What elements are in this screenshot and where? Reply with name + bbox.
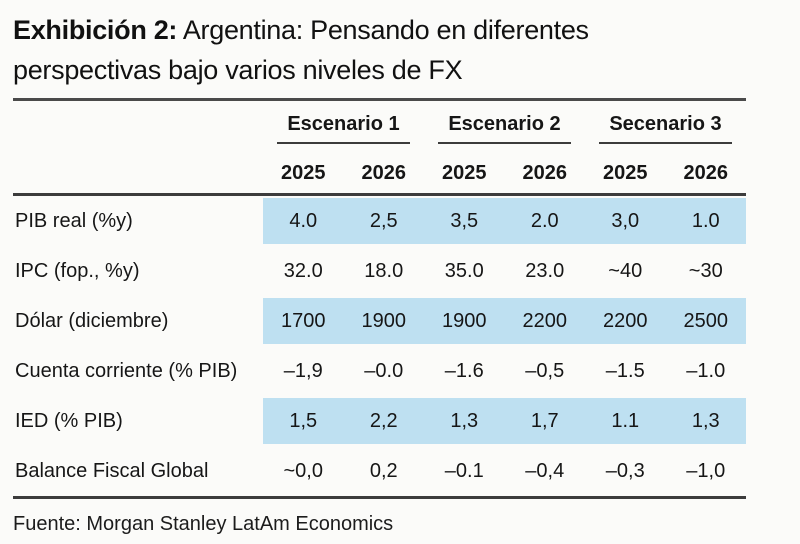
scenario-header-1: Escenario 1 xyxy=(263,107,424,153)
row-label: IPC (fop., %y) xyxy=(15,259,140,282)
cell-value: 2200 xyxy=(504,298,585,344)
scenario-1-label: Escenario 1 xyxy=(287,113,400,135)
cell-value: –1.0 xyxy=(686,359,726,382)
cell-value: ~30 xyxy=(688,259,723,282)
cell-value: 32.0 xyxy=(283,259,323,282)
cell-value: 2,2 xyxy=(343,398,424,444)
cell-value: 3,5 xyxy=(424,198,505,244)
cell-value: –0.1 xyxy=(444,459,484,482)
cell-value: –0,3 xyxy=(605,459,645,482)
year-header-row: 2025 2026 2025 2026 2025 2026 xyxy=(13,153,746,193)
cell-value: 1,3 xyxy=(424,398,505,444)
table-row-ied: IED (% PIB) 1,5 2,2 1,3 1,7 1.1 1,3 xyxy=(13,396,746,446)
table-row-cuenta-corriente: Cuenta corriente (% PIB) –1,9 –0.0 –1.6 … xyxy=(13,346,746,396)
year-column-header: 2026 xyxy=(361,161,407,184)
row-label: IED (% PIB) xyxy=(15,409,123,432)
cell-value: 2200 xyxy=(585,298,666,344)
row-label: PIB real (%y) xyxy=(15,209,133,232)
cell-value: 0,2 xyxy=(369,459,398,482)
row-label: Dólar (diciembre) xyxy=(15,309,169,332)
cell-value: 1,5 xyxy=(263,398,344,444)
cell-value: 2500 xyxy=(665,298,746,344)
cell-value: 1.0 xyxy=(665,198,746,244)
exhibit-title-text: Argentina: Pensando en diferentes perspe… xyxy=(13,15,589,85)
title-divider xyxy=(13,98,746,101)
cell-value: 2.0 xyxy=(504,198,585,244)
cell-value: 1700 xyxy=(263,298,344,344)
cell-value: 18.0 xyxy=(364,259,404,282)
exhibit-title: Exhibición 2: Argentina: Pensando en dif… xyxy=(13,10,673,90)
header-spacer xyxy=(13,107,263,153)
cell-value: ~0,0 xyxy=(283,459,323,482)
table-row-ipc: IPC (fop., %y) 32.0 18.0 35.0 23.0 ~40 ~… xyxy=(13,246,746,296)
cell-value: 35.0 xyxy=(444,259,484,282)
table-row-dolar: Dólar (diciembre) 1700 1900 1900 2200 22… xyxy=(13,296,746,346)
cell-value: ~40 xyxy=(608,259,643,282)
row-label: Cuenta corriente (% PIB) xyxy=(15,359,238,382)
cell-value: –1.5 xyxy=(605,359,645,382)
cell-value: –0,4 xyxy=(525,459,565,482)
cell-value: –1.6 xyxy=(444,359,484,382)
scenario-header-3: Secenario 3 xyxy=(585,107,746,153)
cell-value: –1,0 xyxy=(686,459,726,482)
row-label: Balance Fiscal Global xyxy=(15,459,209,482)
header-divider xyxy=(13,193,746,196)
cell-value: –1,9 xyxy=(283,359,323,382)
year-column-header: 2025 xyxy=(442,161,487,184)
cell-value: 1900 xyxy=(424,298,505,344)
cell-value: 1,3 xyxy=(665,398,746,444)
cell-value: 1.1 xyxy=(585,398,666,444)
cell-value: 1,7 xyxy=(504,398,585,444)
table-bottom-divider xyxy=(13,496,746,499)
scenario-header-row: Escenario 1 Escenario 2 Secenario 3 xyxy=(13,107,746,153)
year-column-header: 2026 xyxy=(683,161,729,184)
cell-value: 2,5 xyxy=(343,198,424,244)
cell-value: –0.0 xyxy=(364,359,404,382)
cell-value: 3,0 xyxy=(585,198,666,244)
scenario-3-underline xyxy=(599,142,732,144)
cell-value: 1900 xyxy=(343,298,424,344)
cell-value: 4.0 xyxy=(263,198,344,244)
table-row-pib-real: PIB real (%y) 4.0 2,5 3,5 2.0 3,0 1.0 xyxy=(13,196,746,246)
year-column-header: 2026 xyxy=(522,161,568,184)
year-column-header: 2025 xyxy=(603,161,648,184)
scenario-1-underline xyxy=(277,142,410,144)
cell-value: 23.0 xyxy=(525,259,565,282)
exhibit-number: Exhibición 2: xyxy=(13,15,178,45)
scenario-header-2: Escenario 2 xyxy=(424,107,585,153)
scenario-2-label: Escenario 2 xyxy=(448,113,561,135)
table-row-balance-fiscal: Balance Fiscal Global ~0,0 0,2 –0.1 –0,4… xyxy=(13,446,746,496)
scenario-3-label: Secenario 3 xyxy=(609,113,722,135)
cell-value: –0,5 xyxy=(525,359,565,382)
year-column-header: 2025 xyxy=(281,161,326,184)
scenario-2-underline xyxy=(438,142,571,144)
source-note: Fuente: Morgan Stanley LatAm Economics xyxy=(13,513,394,535)
